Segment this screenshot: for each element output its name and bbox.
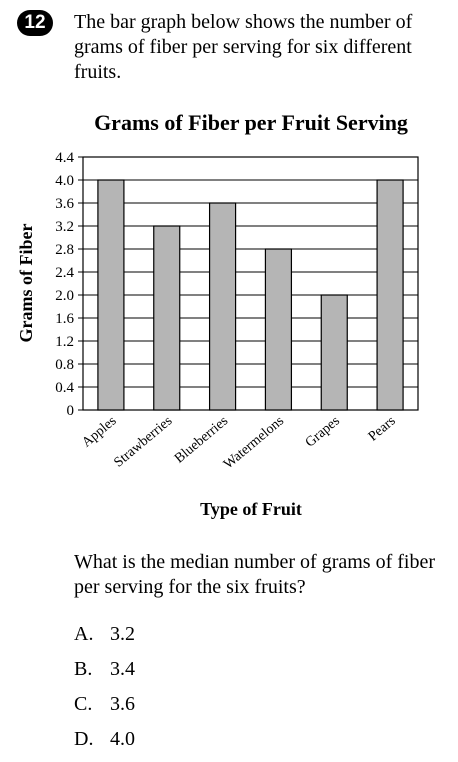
x-tick-label: Grapes xyxy=(303,414,343,451)
question-prompt: The bar graph below shows the number of … xyxy=(74,11,413,83)
choice-d[interactable]: D. 4.0 xyxy=(74,727,135,762)
followup-question: What is the median number of grams of fi… xyxy=(74,551,435,598)
x-tick-label: Watermelons xyxy=(221,414,287,473)
choice-d-letter: D. xyxy=(74,728,94,750)
answer-choices: A. 3.2 B. 3.4 C. 3.6 D. 4.0 xyxy=(74,622,135,762)
y-tick-label: 1.2 xyxy=(55,334,74,350)
x-tick-label: Strawberries xyxy=(111,414,175,471)
y-tick-label: 2.4 xyxy=(55,265,74,281)
plot-area xyxy=(83,157,418,410)
choice-c-text: 3.6 xyxy=(110,693,135,715)
choice-d-text: 4.0 xyxy=(110,728,135,750)
bar-pears xyxy=(376,179,404,411)
x-tick-label: Apples xyxy=(79,414,119,451)
choice-a-letter: A. xyxy=(74,623,94,645)
y-tick-label: 0.4 xyxy=(55,380,74,396)
y-tick-label: 0.8 xyxy=(55,357,74,373)
choice-b-letter: B. xyxy=(74,658,93,680)
y-tick-label: 2.0 xyxy=(55,288,74,304)
bar-strawberries xyxy=(153,225,181,411)
plot-border xyxy=(82,156,419,411)
question-number-badge: 12 xyxy=(17,10,53,36)
bar-watermelons xyxy=(264,248,293,411)
y-tick-label: 4.0 xyxy=(55,173,74,189)
chart-title: Grams of Fiber per Fruit Serving xyxy=(94,110,408,135)
bar-apples xyxy=(97,179,125,411)
choice-c[interactable]: C. 3.6 xyxy=(74,692,135,727)
choice-b-text: 3.4 xyxy=(110,658,135,680)
bar-grapes xyxy=(320,294,348,411)
x-tick-label: Pears xyxy=(366,414,399,445)
y-tick-label: 3.2 xyxy=(55,219,74,235)
y-tick-label: 1.6 xyxy=(55,311,74,327)
choice-b[interactable]: B. 3.4 xyxy=(74,657,135,692)
choice-a[interactable]: A. 3.2 xyxy=(74,622,135,657)
y-axis-label: Grams of Fiber xyxy=(16,224,36,343)
y-tick-label: 3.6 xyxy=(55,196,74,212)
y-tick-label: 2.8 xyxy=(55,242,74,258)
x-axis-label: Type of Fruit xyxy=(200,499,302,519)
choice-c-letter: C. xyxy=(74,693,93,715)
bar-chart-svg: Grams of Fiber per Fruit Serving 0 0.4 0.8 1… xyxy=(16,110,419,519)
y-tick-label: 4.4 xyxy=(55,150,74,166)
y-tick-label: 0 xyxy=(67,403,75,419)
bar-chart: Grams of Fiber per Fruit Serving 0 0.4 0.8 1… xyxy=(0,100,458,530)
choice-a-text: 3.2 xyxy=(110,623,135,645)
bar-blueberries xyxy=(208,202,237,411)
